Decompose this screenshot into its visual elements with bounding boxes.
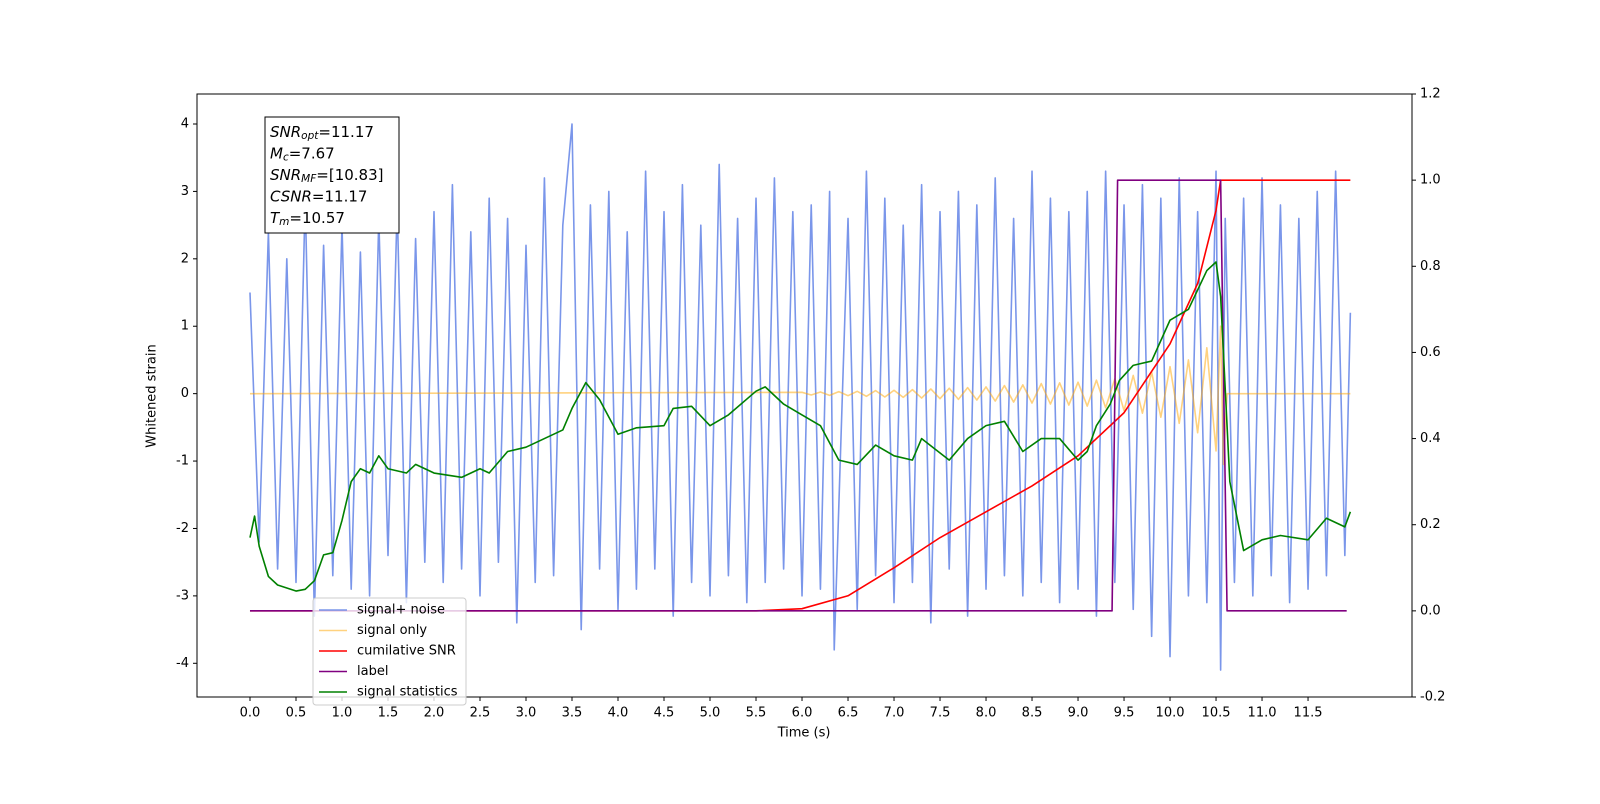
annotation-subscript: m bbox=[279, 216, 289, 228]
annotation-value: =[10.83] bbox=[316, 166, 383, 184]
annotation-line: Mc=7.67 bbox=[270, 144, 335, 164]
annotation-symbol: M bbox=[270, 144, 283, 162]
y-tick-label: -1 bbox=[176, 454, 189, 469]
x-tick-label: 0.0 bbox=[240, 706, 261, 721]
annotation-value: =10.57 bbox=[289, 209, 345, 227]
legend-label: cumilative SNR bbox=[357, 644, 456, 659]
x-tick-label: 3.5 bbox=[562, 706, 583, 721]
y2-tick-label: -0.2 bbox=[1420, 690, 1445, 705]
x-tick-label: 8.0 bbox=[976, 706, 997, 721]
x-tick-label: 9.0 bbox=[1068, 706, 1089, 721]
annotation-symbol: CSNR bbox=[270, 187, 312, 205]
annotation-value: =11.17 bbox=[318, 123, 374, 141]
x-tick-label: 11.5 bbox=[1294, 706, 1323, 721]
x-tick-label: 7.5 bbox=[930, 706, 951, 721]
y-tick-label: -3 bbox=[176, 588, 189, 603]
y2-tick-label: 0.2 bbox=[1420, 517, 1441, 532]
y-tick-label: 1 bbox=[181, 319, 189, 334]
x-tick-label: 2.5 bbox=[470, 706, 491, 721]
x-tick-label: 5.0 bbox=[700, 706, 721, 721]
legend-label: label bbox=[357, 664, 388, 679]
y2-tick-label: 1.2 bbox=[1420, 87, 1441, 102]
annotation-box bbox=[264, 116, 400, 234]
x-tick-label: 4.5 bbox=[654, 706, 675, 721]
y-tick-label: -2 bbox=[176, 521, 189, 536]
y-tick-label: 0 bbox=[181, 386, 189, 401]
x-tick-label: 7.0 bbox=[884, 706, 905, 721]
y-axis-label: Whitened strain bbox=[145, 344, 160, 447]
x-tick-label: 1.5 bbox=[378, 706, 399, 721]
series-line bbox=[249, 179, 1351, 612]
y2-tick-label: 1.0 bbox=[1420, 173, 1441, 188]
x-tick-label: 6.0 bbox=[792, 706, 813, 721]
annotation-symbol: T bbox=[270, 209, 281, 227]
y2-tick-label: 0.8 bbox=[1420, 259, 1441, 274]
series-line bbox=[249, 325, 1351, 466]
annotation-line: Tm=10.57 bbox=[270, 209, 345, 229]
annotation-subscript: opt bbox=[301, 130, 319, 142]
x-tick-label: 5.5 bbox=[746, 706, 767, 721]
annotation-subscript: c bbox=[283, 152, 289, 164]
annotation-line: SNRMF=[10.83] bbox=[270, 166, 384, 186]
annotation-line: SNRopt=11.17 bbox=[270, 123, 374, 143]
y-tick-label: 3 bbox=[181, 184, 189, 199]
y2-tick-label: 0.0 bbox=[1420, 603, 1441, 618]
legend-label: signal only bbox=[357, 623, 427, 638]
annotation-value: =11.17 bbox=[312, 187, 368, 205]
annotation-subscript: MF bbox=[301, 173, 317, 185]
annotation-symbol: SNR bbox=[270, 166, 301, 184]
legend-box bbox=[312, 597, 467, 706]
x-tick-label: 4.0 bbox=[608, 706, 629, 721]
legend-label: signal statistics bbox=[357, 685, 458, 700]
x-axis-label: Time (s) bbox=[777, 726, 831, 741]
x-tick-label: 6.5 bbox=[838, 706, 859, 721]
legend-label: signal+ noise bbox=[357, 603, 445, 618]
x-tick-label: 9.5 bbox=[1114, 706, 1135, 721]
y2-tick-label: 0.4 bbox=[1420, 431, 1441, 446]
series-line bbox=[249, 261, 1352, 592]
x-tick-label: 1.0 bbox=[332, 706, 353, 721]
x-tick-label: 10.5 bbox=[1202, 706, 1231, 721]
series-line bbox=[249, 123, 1352, 671]
x-tick-label: 11.0 bbox=[1248, 706, 1277, 721]
y-tick-label: 2 bbox=[181, 251, 189, 266]
y-tick-label: -4 bbox=[176, 656, 189, 671]
annotation-value: =7.67 bbox=[289, 144, 335, 162]
annotation-line: CSNR=11.17 bbox=[270, 187, 367, 205]
series-line bbox=[249, 179, 1347, 612]
x-tick-label: 0.5 bbox=[286, 706, 307, 721]
y2-tick-label: 0.6 bbox=[1420, 345, 1441, 360]
plot-frame bbox=[196, 93, 1413, 698]
x-tick-label: 2.0 bbox=[424, 706, 445, 721]
x-tick-label: 10.0 bbox=[1156, 706, 1185, 721]
y-tick-label: 4 bbox=[181, 116, 189, 131]
annotation-symbol: SNR bbox=[270, 123, 301, 141]
x-tick-label: 8.5 bbox=[1022, 706, 1043, 721]
x-tick-label: 3.0 bbox=[516, 706, 537, 721]
